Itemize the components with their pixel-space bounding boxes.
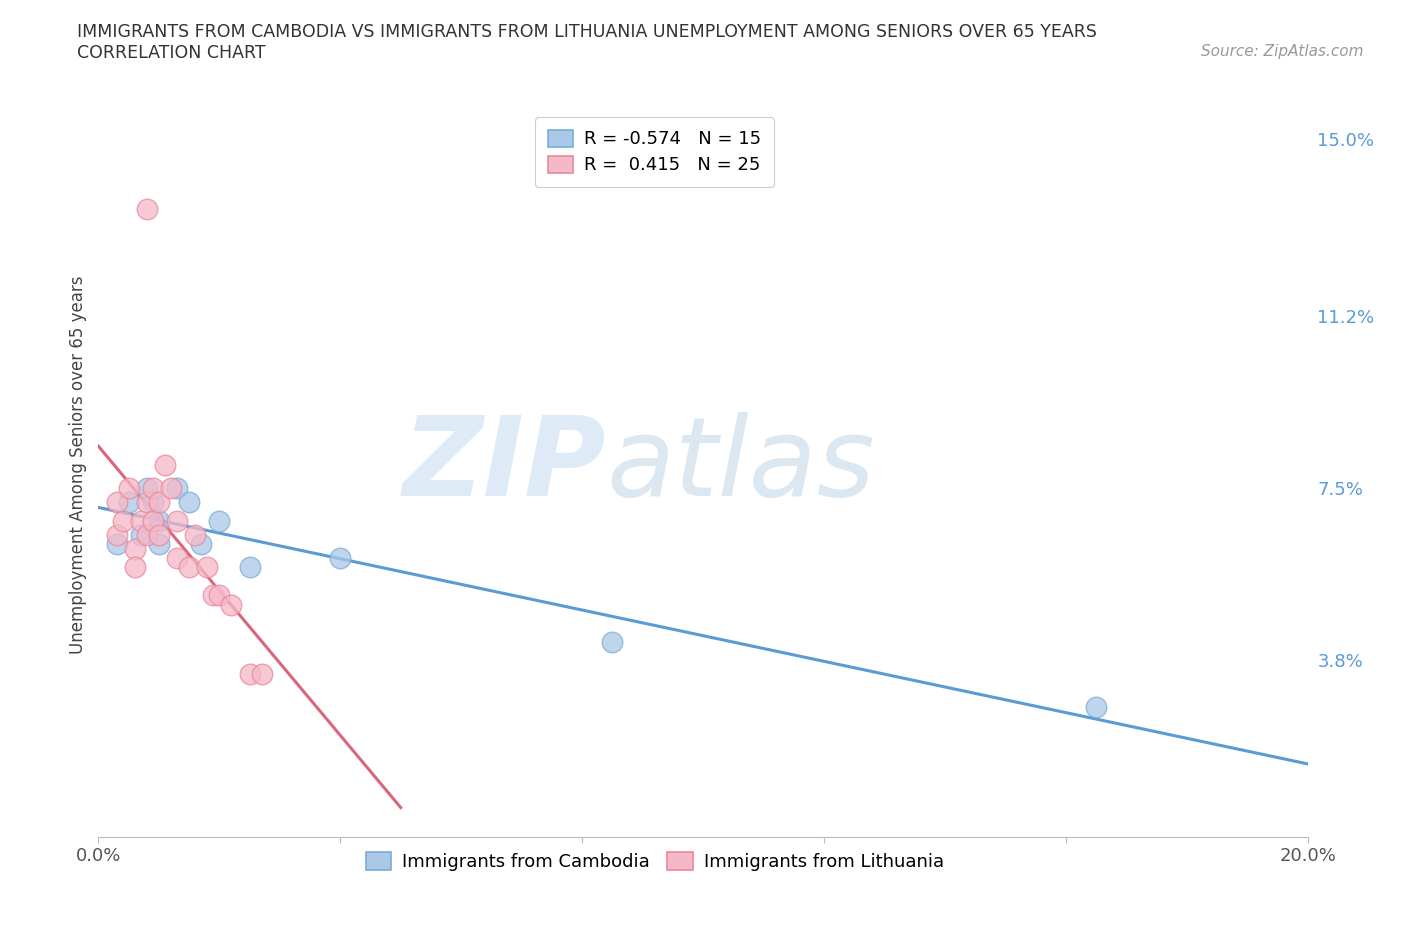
Point (208, 588, 231, 603)
Y-axis label: Unemployment Among Seniors over 65 years: Unemployment Among Seniors over 65 years (69, 276, 87, 654)
Text: Source: ZipAtlas.com: Source: ZipAtlas.com (1201, 44, 1364, 59)
Point (208, 513, 231, 528)
Point (221, 597, 243, 612)
Point (142, 481, 165, 496)
Point (184, 527, 207, 542)
Text: IMMIGRANTS FROM CAMBODIA VS IMMIGRANTS FROM LITHUANIA UNEMPLOYMENT AMONG SENIORS: IMMIGRANTS FROM CAMBODIA VS IMMIGRANTS F… (77, 23, 1097, 41)
Point (105, 495, 128, 510)
Point (160, 481, 183, 496)
Text: atlas: atlas (606, 411, 875, 519)
Point (105, 537, 128, 551)
Point (124, 560, 146, 575)
Text: ZIP: ZIP (402, 411, 606, 519)
Point (195, 560, 218, 575)
Point (148, 527, 170, 542)
Text: CORRELATION CHART: CORRELATION CHART (77, 44, 266, 61)
Point (129, 527, 152, 542)
Point (135, 481, 157, 496)
Point (135, 202, 157, 217)
Point (118, 481, 141, 496)
Point (105, 527, 128, 542)
Point (239, 560, 262, 575)
Point (118, 495, 141, 510)
Point (148, 513, 170, 528)
Point (250, 667, 273, 682)
Point (135, 495, 157, 510)
Point (179, 495, 201, 510)
Point (166, 481, 188, 496)
Point (166, 513, 188, 528)
Point (329, 551, 352, 565)
Legend: Immigrants from Cambodia, Immigrants from Lithuania: Immigrants from Cambodia, Immigrants fro… (357, 844, 953, 880)
Point (153, 458, 176, 472)
Point (148, 537, 170, 551)
Point (129, 513, 152, 528)
Point (202, 588, 225, 603)
Point (1085, 699, 1108, 714)
Point (179, 560, 201, 575)
Point (124, 541, 146, 556)
Point (166, 551, 188, 565)
Point (135, 527, 157, 542)
Point (190, 537, 212, 551)
Point (142, 513, 165, 528)
Point (148, 495, 170, 510)
Point (142, 495, 165, 510)
Point (602, 634, 624, 649)
Point (111, 513, 134, 528)
Point (239, 667, 262, 682)
